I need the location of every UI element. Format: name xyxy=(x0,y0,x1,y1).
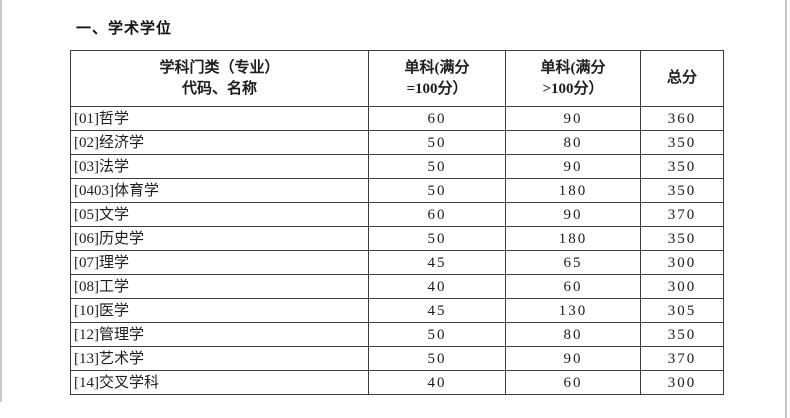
total-cell: 350 xyxy=(640,154,724,179)
header-single-full100-line2: =100分） xyxy=(406,80,468,97)
single-gt100-cell: 60 xyxy=(505,370,641,395)
table-row: [0403]体育学 50 180 350 xyxy=(70,178,724,203)
single-gt100-cell: 80 xyxy=(505,322,641,347)
page-edge-left xyxy=(0,0,2,402)
subject-name-cell: [10]医学 xyxy=(70,298,369,323)
table-row: [14]交叉学科 40 60 300 xyxy=(70,370,724,395)
single-gt100-cell: 60 xyxy=(505,274,641,299)
page-edge-right xyxy=(785,0,787,418)
subject-name-cell: [03]法学 xyxy=(70,154,369,179)
total-cell: 350 xyxy=(640,130,724,155)
single-100-cell: 60 xyxy=(368,202,506,227)
total-cell: 350 xyxy=(640,178,724,203)
table-row: [12]管理学 50 80 350 xyxy=(70,322,724,347)
subject-name-cell: [12]管理学 xyxy=(70,322,369,347)
single-gt100-cell: 65 xyxy=(505,250,641,275)
single-gt100-cell: 130 xyxy=(505,298,641,323)
table-row: [10]医学 45 130 305 xyxy=(70,298,724,323)
table-header: 学科门类（专业） 代码、名称 单科(满分 =100分） 单科(满分 >100分）… xyxy=(70,50,724,107)
total-cell: 300 xyxy=(640,250,724,275)
single-gt100-cell: 80 xyxy=(505,130,641,155)
single-100-cell: 50 xyxy=(368,322,506,347)
single-100-cell: 50 xyxy=(368,178,506,203)
table-row: [13]艺术学 50 90 370 xyxy=(70,346,724,371)
subject-name-cell: [14]交叉学科 xyxy=(70,370,369,395)
table-row: [07]理学 45 65 300 xyxy=(70,250,724,275)
total-cell: 370 xyxy=(640,346,724,371)
single-gt100-cell: 180 xyxy=(505,178,641,203)
header-subject-line2: 代码、名称 xyxy=(181,80,257,97)
header-single-gt100-line1: 单科(满分 xyxy=(540,59,606,76)
single-gt100-cell: 90 xyxy=(505,346,641,371)
single-100-cell: 50 xyxy=(368,130,506,155)
subject-name-cell: [06]历史学 xyxy=(70,226,369,251)
subject-name-cell: [0403]体育学 xyxy=(70,178,369,203)
total-cell: 370 xyxy=(640,202,724,227)
single-100-cell: 50 xyxy=(368,154,506,179)
single-100-cell: 40 xyxy=(368,370,506,395)
single-gt100-cell: 180 xyxy=(505,226,641,251)
single-gt100-cell: 90 xyxy=(505,106,641,131)
subject-name-cell: [08]工学 xyxy=(70,274,369,299)
single-100-cell: 45 xyxy=(368,298,506,323)
subject-name-cell: [01]哲学 xyxy=(70,106,369,131)
single-100-cell: 45 xyxy=(368,250,506,275)
total-cell: 300 xyxy=(640,370,724,395)
header-single-gt100: 单科(满分 >100分） xyxy=(505,50,641,107)
table-row: [08]工学 40 60 300 xyxy=(70,274,724,299)
table-row: [05]文学 60 90 370 xyxy=(70,202,724,227)
header-single-gt100-line2: >100分） xyxy=(542,80,604,97)
subject-name-cell: [13]艺术学 xyxy=(70,346,369,371)
section-title: 一、学术学位 xyxy=(76,20,173,37)
header-subject-line1: 学科门类（专业） xyxy=(159,59,280,76)
total-cell: 305 xyxy=(640,298,724,323)
total-cell: 360 xyxy=(640,106,724,131)
table-body: [01]哲学 60 90 360 [02]经济学 50 80 350 [03]法… xyxy=(70,106,724,395)
single-100-cell: 60 xyxy=(368,106,506,131)
header-total: 总分 xyxy=(640,50,724,107)
header-subject: 学科门类（专业） 代码、名称 xyxy=(70,50,369,107)
table-row: [03]法学 50 90 350 xyxy=(70,154,724,179)
header-single-full100-line1: 单科(满分 xyxy=(404,59,470,76)
single-100-cell: 40 xyxy=(368,274,506,299)
single-gt100-cell: 90 xyxy=(505,202,641,227)
header-row: 学科门类（专业） 代码、名称 单科(满分 =100分） 单科(满分 >100分）… xyxy=(70,50,724,107)
table-row: [06]历史学 50 180 350 xyxy=(70,226,724,251)
total-cell: 300 xyxy=(640,274,724,299)
single-100-cell: 50 xyxy=(368,226,506,251)
single-100-cell: 50 xyxy=(368,346,506,371)
total-cell: 350 xyxy=(640,322,724,347)
single-gt100-cell: 90 xyxy=(505,154,641,179)
subject-name-cell: [07]理学 xyxy=(70,250,369,275)
subject-name-cell: [05]文学 xyxy=(70,202,369,227)
table-row: [02]经济学 50 80 350 xyxy=(70,130,724,155)
score-line-table: 学科门类（专业） 代码、名称 单科(满分 =100分） 单科(满分 >100分）… xyxy=(70,50,724,395)
header-single-full100: 单科(满分 =100分） xyxy=(368,50,506,107)
table-row: [01]哲学 60 90 360 xyxy=(70,106,724,131)
subject-name-cell: [02]经济学 xyxy=(70,130,369,155)
total-cell: 350 xyxy=(640,226,724,251)
